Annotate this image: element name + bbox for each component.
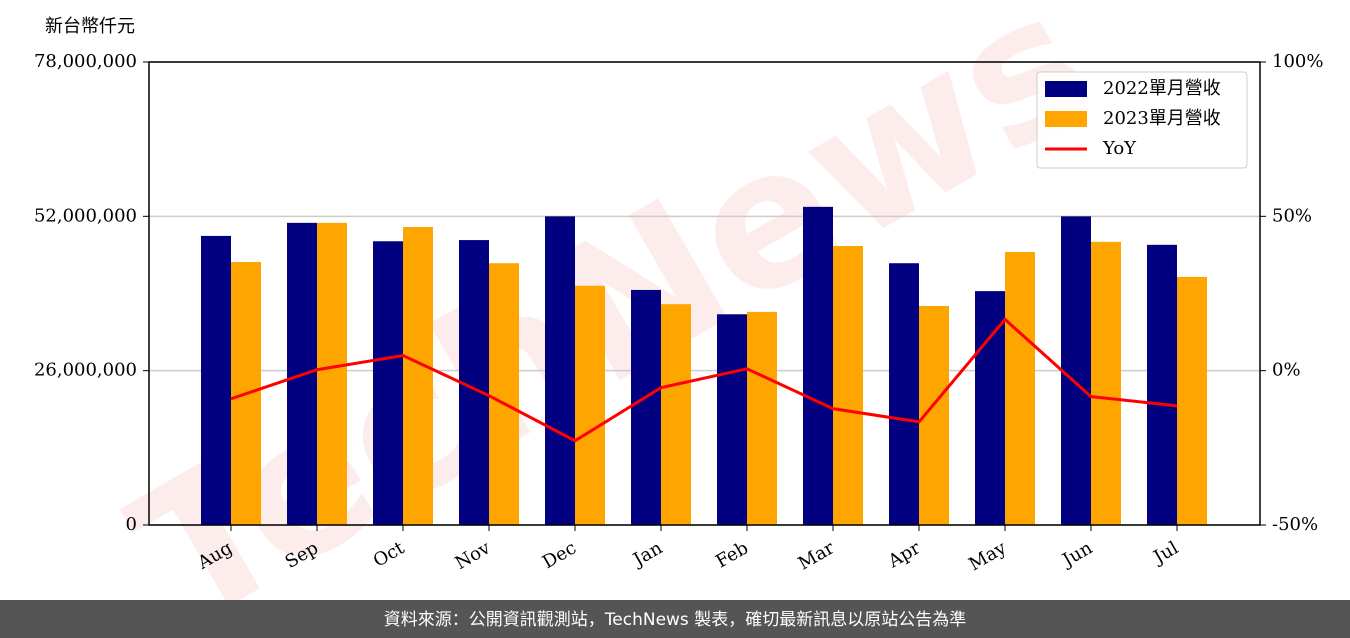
legend-label: YoY <box>1102 138 1137 159</box>
plot-frame <box>148 61 1261 526</box>
bar <box>1147 244 1177 526</box>
legend-box <box>1036 71 1248 169</box>
y2-tick-label: -50% <box>1272 514 1318 535</box>
y-tick-label: 52,000,000 <box>34 205 137 226</box>
bar <box>403 227 433 525</box>
x-tick-label: Jun <box>1057 537 1096 572</box>
bar <box>1177 276 1207 525</box>
x-tick-label: Dec <box>539 537 580 573</box>
bar <box>631 289 661 525</box>
footer-text: 資料來源：公開資訊觀測站，TechNews 製表，確切最新訊息以原站公告為準 <box>384 610 966 630</box>
bar <box>373 241 403 525</box>
bar <box>1091 241 1121 525</box>
bar <box>575 285 605 525</box>
bar <box>545 216 575 526</box>
x-tick-label: Jul <box>1148 537 1182 569</box>
y-tick-label: 0 <box>126 514 137 535</box>
y-axis-label: 新台幣仟元 <box>45 16 135 37</box>
bar <box>975 291 1005 525</box>
x-tick-label: May <box>965 537 1010 575</box>
bar <box>889 263 919 525</box>
bar <box>833 246 863 525</box>
x-tick-label: Apr <box>884 537 924 572</box>
y2-tick-label: 100% <box>1272 51 1323 72</box>
y2-tick-label: 0% <box>1272 360 1301 381</box>
footer-bar <box>0 600 1350 638</box>
bar <box>201 235 231 525</box>
bar <box>747 311 777 525</box>
bar <box>661 304 691 525</box>
legend-swatch <box>1045 81 1087 97</box>
x-tick-label: Nov <box>452 537 495 574</box>
y-tick-label: 26,000,000 <box>34 360 137 381</box>
bar <box>717 314 747 525</box>
bar <box>317 222 347 525</box>
bar <box>1005 251 1035 525</box>
x-tick-label: Feb <box>712 537 752 572</box>
bar <box>803 206 833 526</box>
x-tick-label: Mar <box>795 537 839 574</box>
y2-tick-label: 50% <box>1272 205 1312 226</box>
bar <box>1061 216 1091 526</box>
legend-label: 2022單月營收 <box>1103 78 1221 99</box>
legend-swatch <box>1045 111 1087 127</box>
x-tick-label: Jan <box>628 537 666 571</box>
y-tick-label: 78,000,000 <box>34 51 137 72</box>
line <box>230 317 1178 443</box>
bar <box>489 263 519 525</box>
legend-label: 2023單月營收 <box>1103 108 1221 129</box>
